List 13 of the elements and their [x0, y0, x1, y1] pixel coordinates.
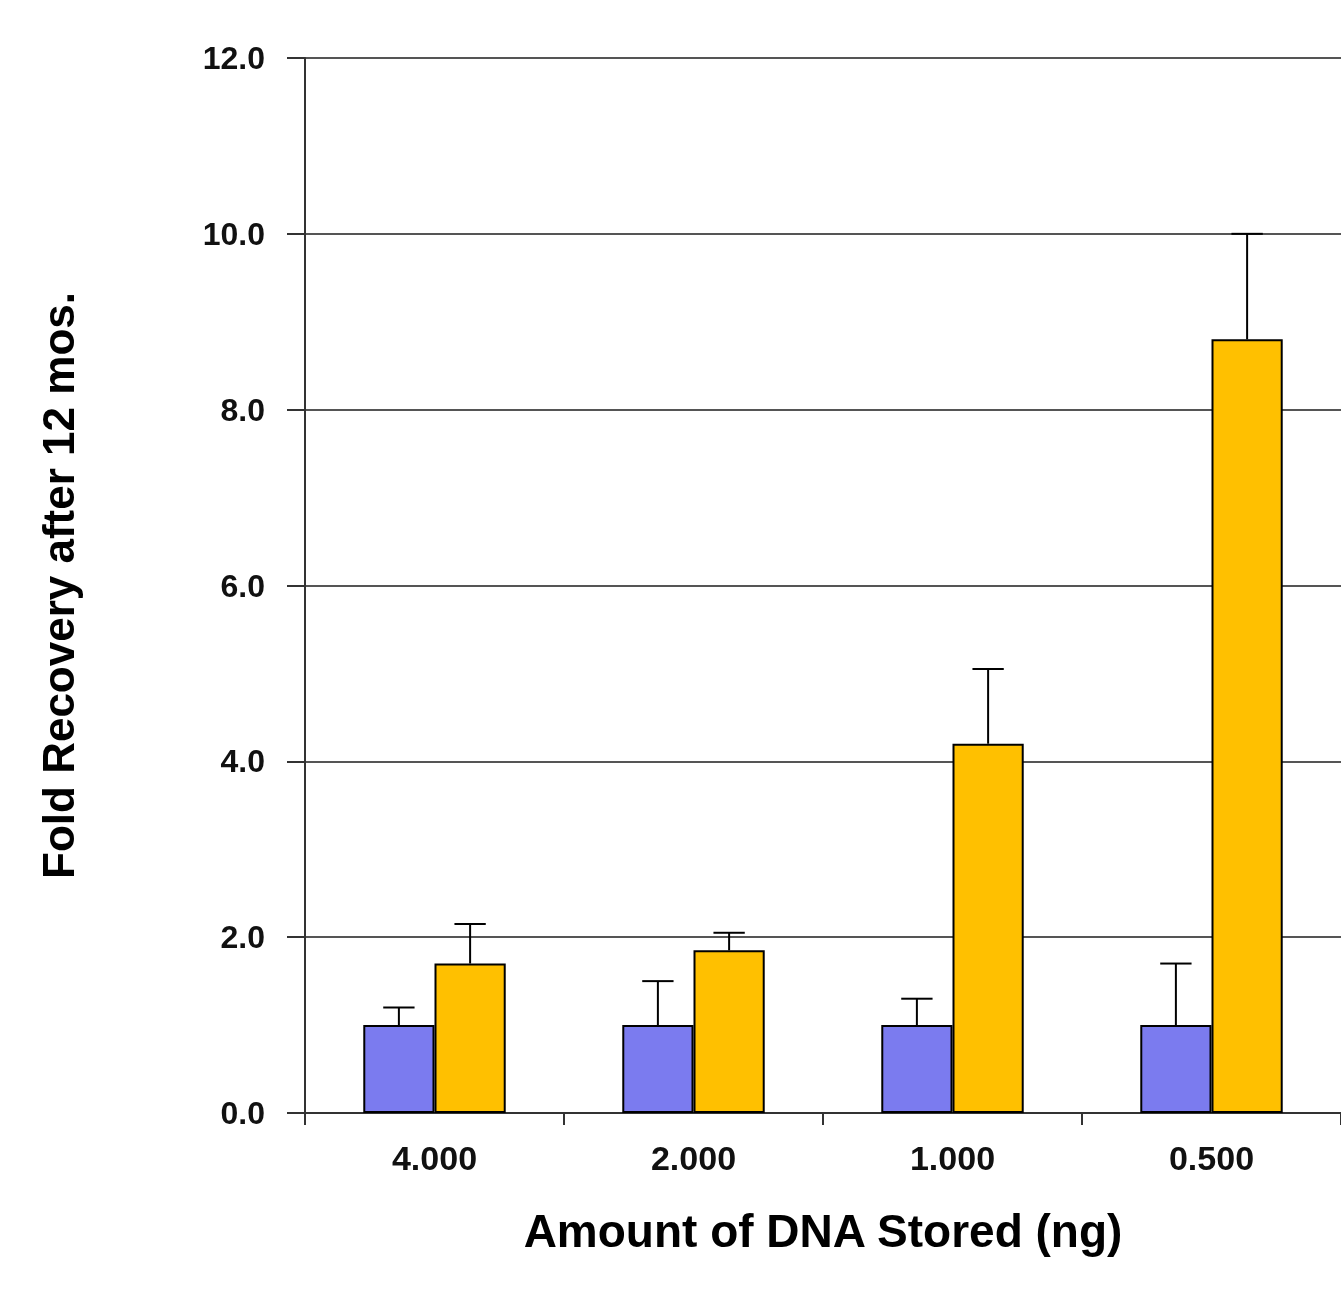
y-tick-label: 12.0 — [202, 40, 265, 76]
x-tick-label: 0.500 — [1168, 1139, 1255, 1177]
y-tick-label: 4.0 — [220, 743, 265, 780]
y-axis-title: Fold Recovery after 12 mos. — [33, 292, 83, 879]
x-tick-label: 4.000 — [391, 1139, 478, 1177]
x-tick-label: 1.000 — [909, 1139, 996, 1177]
y-tick-label: 8.0 — [220, 391, 265, 428]
x-tick-label: 2.000 — [650, 1139, 737, 1177]
y-tick-label: 6.0 — [220, 567, 265, 604]
y-tick-label: 0.0 — [220, 1095, 265, 1131]
y-tick-label: 2.0 — [220, 919, 265, 956]
y-tick-label: 10.0 — [202, 215, 265, 252]
x-axis-title: Amount of DNA Stored (ng) — [523, 1205, 1123, 1257]
